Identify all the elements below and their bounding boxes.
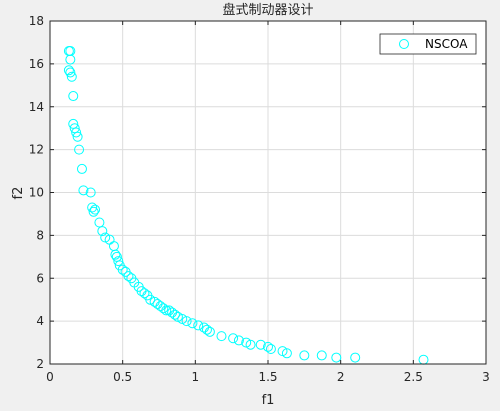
data-point [65, 46, 76, 57]
data-point [169, 309, 180, 320]
data-point [123, 271, 134, 282]
data-point [71, 127, 82, 138]
data-point [281, 348, 292, 359]
data-point [110, 249, 121, 260]
data-point [113, 256, 124, 267]
legend-label-nscoa: NSCOA [425, 37, 468, 51]
data-point [85, 187, 96, 198]
x-axis-label: f1 [262, 393, 275, 408]
chart-title: 盘式制动器设计 [222, 2, 313, 18]
data-point [78, 185, 89, 196]
data-point [139, 288, 150, 299]
data-point [72, 131, 83, 142]
data-point [350, 352, 361, 363]
data-point [316, 350, 327, 361]
data-point [68, 118, 79, 129]
data-point [193, 320, 204, 331]
data-point [158, 303, 169, 314]
data-point [161, 305, 172, 316]
data-point [228, 333, 239, 344]
data-point [255, 339, 266, 350]
y-tick-label: 10 [29, 186, 44, 200]
data-point [111, 251, 122, 262]
data-point [233, 335, 244, 346]
data-point [117, 264, 128, 275]
data-point [69, 123, 80, 134]
y-tick-label: 16 [29, 57, 44, 71]
legend-marker [399, 39, 409, 49]
data-point [68, 91, 79, 102]
data-point [90, 204, 101, 215]
y-tick-label: 18 [29, 14, 44, 28]
x-tick-labels: 0 0.5 1 1.5 2 2.5 3 [46, 370, 490, 384]
scatter-points [63, 46, 429, 365]
x-tick-label: 1 [192, 370, 200, 384]
data-point [204, 326, 215, 337]
data-point [331, 352, 342, 363]
data-point [187, 318, 198, 329]
y-tick-label: 8 [36, 228, 44, 242]
x-tick-label: 1.5 [258, 370, 277, 384]
data-point [74, 144, 85, 155]
y-axis-label: f2 [11, 187, 26, 200]
axis-ticks [49, 20, 487, 365]
x-tick-label: 0.5 [113, 370, 132, 384]
x-tick-label: 2 [337, 370, 345, 384]
data-point [63, 65, 74, 76]
y-tick-label: 12 [29, 143, 44, 157]
y-tick-label: 4 [36, 314, 44, 328]
y-tick-label: 2 [36, 357, 44, 371]
data-point [181, 316, 192, 327]
y-tick-labels: 2 4 6 8 10 12 14 16 18 [29, 14, 44, 371]
data-point [66, 71, 77, 82]
y-tick-label: 6 [36, 271, 44, 285]
data-point [97, 226, 108, 237]
data-point [94, 217, 105, 228]
data-point [265, 343, 276, 354]
data-point [65, 67, 76, 78]
x-tick-label: 0 [46, 370, 54, 384]
data-point [245, 339, 256, 350]
data-point [201, 324, 212, 335]
data-point [216, 331, 227, 342]
data-point [88, 206, 99, 217]
x-tick-label: 2.5 [404, 370, 423, 384]
data-point [87, 202, 98, 213]
y-tick-label: 14 [29, 100, 44, 114]
data-point [299, 350, 310, 361]
legend: NSCOA [379, 33, 477, 55]
data-point [263, 341, 273, 352]
data-point [76, 163, 87, 174]
x-tick-label: 3 [482, 370, 490, 384]
